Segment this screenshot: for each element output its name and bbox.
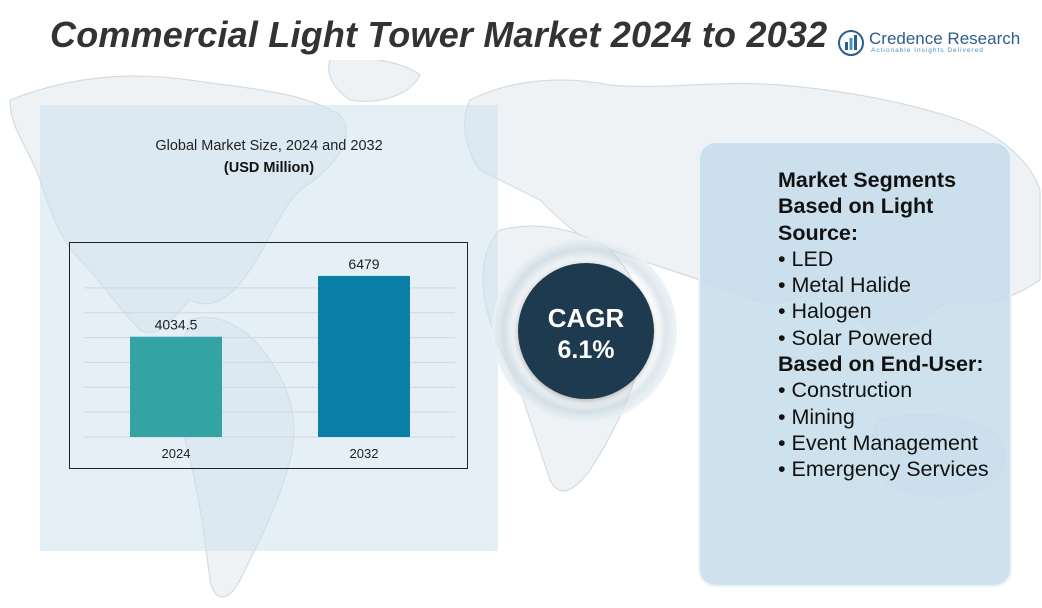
data-label-2024: 4034.5 [155,317,198,333]
bar-chart-plot: 4034.5 2024 6479 2032 [84,256,455,461]
data-label-2032: 6479 [348,256,379,272]
x-tick-label-2024: 2024 [162,446,191,461]
end-user-item: • Emergency Services [778,457,989,482]
end-user-item: • Mining [778,404,855,429]
x-tick-label-2032: 2032 [350,446,379,461]
end-user-item: • Construction [778,378,913,403]
light-source-item: • LED [778,246,834,271]
light-source-item: • Solar Powered [778,325,933,350]
light-source-item: • Metal Halide [778,273,911,298]
logo-name: Credence Research [869,29,1021,48]
chart-title: Global Market Size, 2024 and 2032 [155,138,383,154]
bar-2024 [130,336,222,437]
chart-panel: Global Market Size, 2024 and 2032 (USD M… [40,105,498,551]
segment-heading-light-source: Market Segments Based on Light Source: [778,168,957,245]
light-source-item: • Halogen [778,299,872,324]
company-logo[interactable]: Credence Research Actionable Insights De… [838,26,1021,60]
market-segments-list: Market Segments Based on Light Source: •… [778,167,1004,483]
cagr-badge: CAGR 6.1% [518,263,654,399]
logo-tagline: Actionable Insights Delivered [871,47,984,54]
bar-chart: 4034.5 2024 6479 2032 [69,242,468,469]
segment-heading-end-user: Based on End-User: [778,352,984,377]
page-title: Commercial Light Tower Market 2024 to 20… [50,14,828,55]
cagr-label: CAGR [547,303,625,333]
bar-2032 [318,275,410,437]
end-user-item: • Event Management [778,430,978,455]
market-segments-panel: Market Segments Based on Light Source: •… [698,141,1012,587]
bar-chart-globe-icon [838,30,864,56]
chart-unit: (USD Million) [223,160,315,176]
cagr-value: 6.1% [557,336,615,364]
